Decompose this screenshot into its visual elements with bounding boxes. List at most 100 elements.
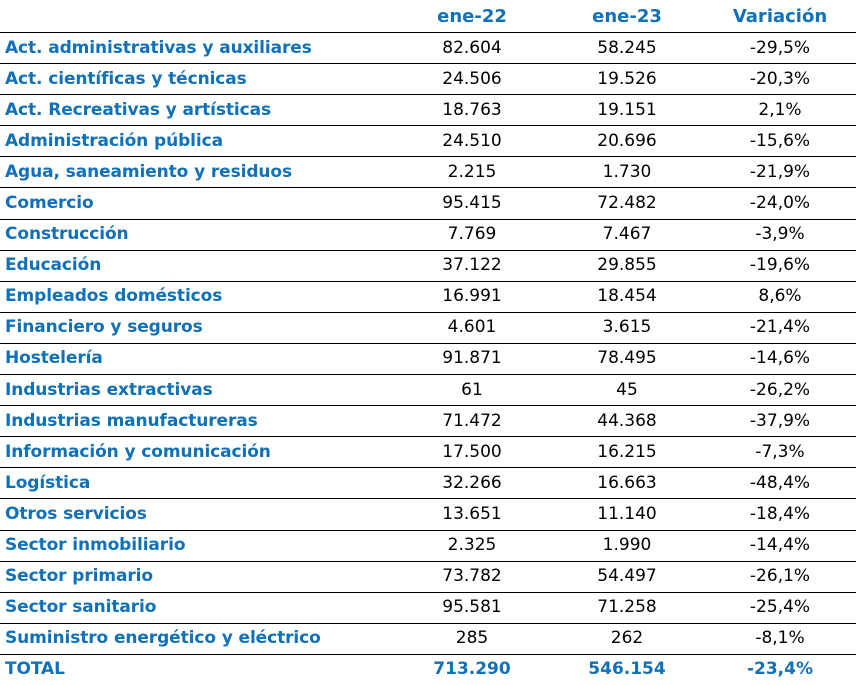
cell-ene-23: 7.467 bbox=[550, 219, 704, 251]
cell-ene-22: 16.991 bbox=[394, 281, 550, 313]
cell-sector: Act. Recreativas y artísticas bbox=[0, 94, 394, 127]
cell-variacion: -25,4% bbox=[704, 592, 856, 624]
cell-ene-22: 95.415 bbox=[394, 187, 550, 220]
cell-ene-23: 16.215 bbox=[550, 436, 704, 469]
cell-ene-23: 1.990 bbox=[550, 530, 704, 562]
cell-sector: Sector inmobiliario bbox=[0, 530, 394, 562]
cell-sector: Construcción bbox=[0, 219, 394, 251]
cell-variacion: -26,1% bbox=[704, 561, 856, 593]
cell-variacion: -20,3% bbox=[704, 63, 856, 96]
table-row: Empleados domésticos 16.991 18.454 8,6% bbox=[0, 281, 856, 313]
table-row: Administración pública 24.510 20.696 -15,6% bbox=[0, 125, 856, 158]
cell-variacion: -3,9% bbox=[704, 219, 856, 251]
cell-ene-22: 91.871 bbox=[394, 343, 550, 376]
cell-ene-22: 285 bbox=[394, 623, 550, 655]
cell-sector: Comercio bbox=[0, 187, 394, 220]
total-cell-ene-22: 713.290 bbox=[433, 659, 511, 680]
cell-variacion: -18,4% bbox=[704, 498, 856, 531]
cell-ene-22: 7.769 bbox=[394, 219, 550, 251]
total-cell-variacion: -23,4% bbox=[746, 659, 814, 680]
table-row: Educación 37.122 29.855 -19,6% bbox=[0, 250, 856, 282]
cell-sector: Sector sanitario bbox=[0, 592, 394, 624]
table-body: Act. administrativas y auxiliares 82.604 5… bbox=[0, 32, 856, 685]
table-row: Sector inmobiliario 2.325 1.990 -14,4% bbox=[0, 530, 856, 562]
cell-ene-22: 95.581 bbox=[394, 592, 550, 624]
table-row: Financiero y seguros 4.601 3.615 -21,4% bbox=[0, 312, 856, 344]
table-row: Hostelería 91.871 78.495 -14,6% bbox=[0, 343, 856, 376]
cell-ene-23: 58.245 bbox=[550, 32, 704, 65]
cell-ene-23: 44.368 bbox=[550, 405, 704, 438]
cell-ene-23: 3.615 bbox=[550, 312, 704, 344]
cell-variacion: -8,1% bbox=[704, 623, 856, 655]
cell-sector: Educación bbox=[0, 250, 394, 282]
cell-sector: Suministro energético y eléctrico bbox=[0, 623, 394, 655]
cell-ene-22: 32.266 bbox=[394, 467, 550, 500]
cell-ene-23: 19.526 bbox=[550, 63, 704, 96]
cell-ene-22: 2.215 bbox=[394, 156, 550, 189]
cell-variacion: -7,3% bbox=[704, 436, 856, 469]
cell-ene-23: 45 bbox=[550, 374, 704, 407]
cell-sector: Agua, saneamiento y residuos bbox=[0, 156, 394, 189]
cell-ene-23: 29.855 bbox=[550, 250, 704, 282]
table-row: Comercio 95.415 72.482 -24,0% bbox=[0, 187, 856, 220]
table-row: Act. Recreativas y artísticas 18.763 19.15… bbox=[0, 94, 856, 127]
table-row: Otros servicios 13.651 11.140 -18,4% bbox=[0, 498, 856, 531]
cell-ene-22: 13.651 bbox=[394, 498, 550, 531]
cell-sector: Hostelería bbox=[0, 343, 394, 376]
cell-ene-23: 78.495 bbox=[550, 343, 704, 376]
cell-ene-22: 82.604 bbox=[394, 32, 550, 65]
table-row: Industrias manufactureras 71.472 44.368 -37… bbox=[0, 405, 856, 438]
cell-variacion: -21,4% bbox=[704, 312, 856, 344]
cell-sector: Act. administrativas y auxiliares bbox=[0, 32, 394, 65]
cell-variacion: -14,6% bbox=[704, 343, 856, 376]
table-row: Act. científicas y técnicas 24.506 19.526-… bbox=[0, 63, 856, 96]
header-ene-22: ene-22 bbox=[394, 0, 550, 33]
cell-ene-23: 54.497 bbox=[550, 561, 704, 593]
cell-sector: Información y comunicación bbox=[0, 436, 394, 469]
total-row: TOTAL 713.290 546.154 -23,4% bbox=[0, 654, 856, 685]
header-ene-23: ene-23 bbox=[550, 0, 704, 33]
cell-sector: Industrias extractivas bbox=[0, 374, 394, 407]
cell-sector: Industrias manufactureras bbox=[0, 405, 394, 438]
total-cell-ene-23: 546.154 bbox=[588, 659, 666, 680]
cell-variacion: 8,6% bbox=[704, 281, 856, 313]
cell-ene-23: 20.696 bbox=[550, 125, 704, 158]
table-row: Sector sanitario 95.581 71.258 -25,4% bbox=[0, 592, 856, 624]
cell-ene-23: 1.730 bbox=[550, 156, 704, 189]
cell-ene-23: 16.663 bbox=[550, 467, 704, 500]
cell-sector: Administración pública bbox=[0, 125, 394, 158]
cell-variacion: -26,2% bbox=[704, 374, 856, 407]
cell-variacion: -15,6% bbox=[704, 125, 856, 158]
cell-ene-23: 11.140 bbox=[550, 498, 704, 531]
table-header: ene-22 ene-23 Variación bbox=[0, 0, 856, 33]
cell-ene-23: 262 bbox=[550, 623, 704, 655]
cell-ene-22: 71.472 bbox=[394, 405, 550, 438]
cell-variacion: 2,1% bbox=[704, 94, 856, 127]
table-row: Act. administrativas y auxiliares 82.604 5… bbox=[0, 32, 856, 65]
cell-ene-22: 24.510 bbox=[394, 125, 550, 158]
table-row: Industrias extractivas 61 45 -26,2% bbox=[0, 374, 856, 407]
cell-ene-22: 61 bbox=[394, 374, 550, 407]
header-row: ene-22 ene-23 Variación bbox=[0, 0, 856, 33]
cell-ene-22: 73.782 bbox=[394, 561, 550, 593]
cell-ene-23: 19.151 bbox=[550, 94, 704, 127]
table-row: Información y comunicación 17.500 16.215 -7… bbox=[0, 436, 856, 469]
header-sector bbox=[0, 0, 394, 33]
cell-variacion: -37,9% bbox=[704, 405, 856, 438]
cell-variacion: -24,0% bbox=[704, 187, 856, 220]
table-row: Suministro energético y eléctrico 285 262-… bbox=[0, 623, 856, 655]
header-variacion: Variación bbox=[704, 0, 856, 33]
cell-ene-23: 72.482 bbox=[550, 187, 704, 220]
cell-variacion: -29,5% bbox=[704, 32, 856, 65]
cell-sector: Logística bbox=[0, 467, 394, 500]
cell-variacion: -19,6% bbox=[704, 250, 856, 282]
cell-ene-23: 71.258 bbox=[550, 592, 704, 624]
table-row: Logística 32.266 16.663 -48,4% bbox=[0, 467, 856, 500]
cell-variacion: -48,4% bbox=[704, 467, 856, 500]
cell-ene-23: 18.454 bbox=[550, 281, 704, 313]
cell-sector: Act. científicas y técnicas bbox=[0, 63, 394, 96]
cell-ene-22: 18.763 bbox=[394, 94, 550, 127]
cell-sector: Sector primario bbox=[0, 561, 394, 593]
